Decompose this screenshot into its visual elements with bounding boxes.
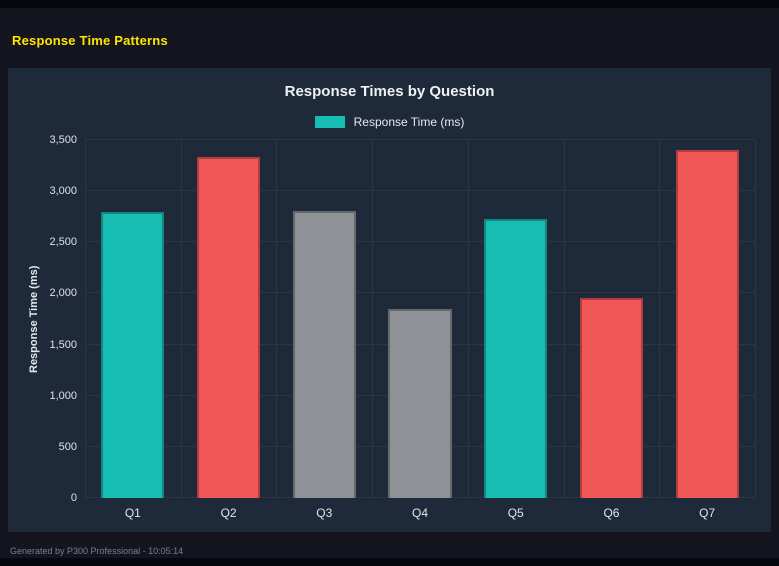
plot-area [85, 139, 756, 498]
window-top-strip [0, 0, 779, 8]
x-tick-label: Q4 [412, 506, 429, 520]
y-axis-ticks: 0 500 1,000 1,500 2,000 2,500 3,000 3,500 [20, 134, 77, 504]
y-tick-label: 1,000 [49, 389, 77, 402]
y-tick-label: 500 [58, 440, 77, 453]
bar-Q3 [292, 210, 356, 498]
bar-Q2 [196, 157, 261, 498]
v-gridline [563, 140, 565, 498]
legend: Response Time (ms) [8, 115, 771, 129]
x-tick-label: Q3 [316, 506, 333, 520]
v-gridline [85, 140, 86, 498]
x-tick-label: Q6 [603, 506, 620, 520]
window-bottom-strip [0, 558, 779, 566]
x-tick-label: Q1 [124, 506, 141, 520]
legend-item[interactable]: Response Time (ms) [314, 115, 465, 129]
y-tick-label: 1,500 [49, 338, 77, 351]
chart-title: Response Times by Question [284, 83, 495, 100]
bars-layer [85, 140, 755, 498]
chart-body: Response Time (ms) 0 500 1,000 1,500 2,000 2,… [20, 134, 756, 524]
y-tick-label: 0 [70, 492, 77, 504]
bar-slot [659, 140, 755, 498]
x-axis-ticks: Q1 Q2 Q3 Q4 Q5 Q6 Q7 [85, 502, 755, 524]
x-tick-label: Q7 [699, 506, 716, 520]
y-tick-label: 3,500 [49, 134, 77, 146]
bar-slot [181, 140, 277, 498]
bar-Q4 [388, 308, 452, 498]
v-gridline [372, 140, 374, 498]
bar-Q7 [675, 150, 739, 498]
y-tick-label: 2,500 [49, 236, 77, 249]
bar-slot [276, 140, 372, 498]
x-tick-label: Q5 [507, 506, 524, 520]
v-gridline [755, 140, 756, 498]
footer-note: Generated by P300 Professional - 10:05:1… [10, 546, 184, 556]
v-gridline [659, 140, 661, 498]
h-gridline [85, 139, 755, 140]
x-tick-label: Q2 [220, 506, 237, 520]
bar-Q1 [101, 211, 165, 498]
h-gridline [85, 292, 755, 294]
bar-Q5 [484, 218, 548, 498]
bar-Q6 [579, 297, 644, 498]
chart-panel: Response Times by Question Response Time… [8, 68, 771, 532]
h-gridline [85, 190, 755, 192]
v-gridline [180, 140, 182, 498]
legend-swatch-icon [314, 116, 345, 128]
y-tick-label: 2,000 [49, 287, 77, 300]
bar-slot [468, 140, 564, 498]
bar-slot [85, 140, 181, 498]
page-title: Response Time Patterns [12, 33, 168, 48]
bar-slot [564, 140, 660, 498]
h-gridline [85, 241, 755, 243]
legend-label: Response Time (ms) [353, 115, 465, 129]
v-gridline [276, 140, 278, 498]
bar-slot [372, 140, 468, 498]
y-tick-label: 3,000 [49, 185, 77, 198]
v-gridline [467, 140, 469, 498]
